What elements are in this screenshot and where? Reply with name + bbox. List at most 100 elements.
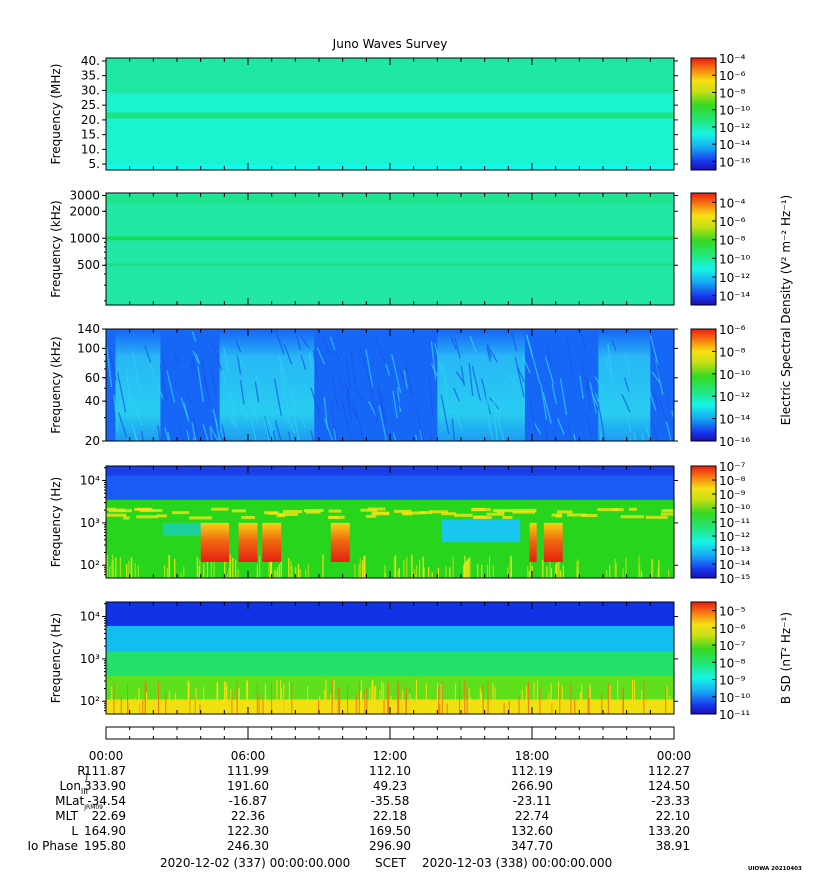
emission-patch: [515, 508, 537, 512]
emission-streak: [430, 363, 438, 376]
y-tick-label: 3000: [69, 189, 100, 203]
emission-streak: [652, 388, 660, 412]
emission-streak: [649, 335, 659, 365]
emission-streak: [135, 377, 144, 393]
y-tick-label: 10³: [80, 652, 100, 666]
time-tick-label: 00:00: [657, 749, 692, 763]
emission-patch: [360, 508, 378, 512]
emission-streak: [235, 340, 242, 353]
emission-streak: [522, 356, 531, 374]
colorbar-tick-label: 10⁻⁴: [719, 196, 746, 210]
colorbar-tick-label: 10⁻¹⁴: [719, 558, 750, 572]
ephemeris-label-subscript: JRM09: [83, 804, 103, 811]
emission-streak: [117, 412, 128, 438]
emission-streak: [666, 396, 671, 409]
emission-streak: [567, 421, 573, 441]
emission-streak: [312, 349, 319, 382]
spectrogram-image: [106, 602, 674, 714]
figure-title: Juno Waves Survey: [332, 37, 448, 51]
emission-streak: [308, 351, 314, 373]
ephemeris-value: 22.18: [373, 809, 407, 823]
emission-streak: [329, 336, 336, 351]
emission-patch: [660, 512, 674, 516]
time-tick-label: 12:00: [373, 749, 408, 763]
emission-patch: [441, 512, 457, 516]
emission-streak: [263, 417, 270, 441]
emission-streak: [557, 418, 565, 436]
y-tick-label: 15.: [81, 128, 100, 142]
ephemeris-value: 246.30: [227, 839, 269, 853]
emission-streak: [201, 361, 207, 389]
colorbar: 10⁻¹⁶ 10⁻¹⁴ 10⁻¹² 10⁻¹⁰ 10⁻⁸ 10⁻⁶: [690, 323, 750, 449]
emission-streak: [547, 343, 552, 368]
emission-streak: [274, 329, 285, 355]
y-tick-label: 10⁴: [80, 610, 100, 624]
emission-streak: [378, 405, 388, 441]
emission-streak: [649, 339, 660, 380]
ephemeris-value: 124.50: [648, 779, 690, 793]
ephemeris-value: 266.90: [511, 779, 553, 793]
emission-patch: [211, 507, 229, 511]
colorbar-tick-label: 10⁻⁹: [719, 674, 746, 688]
y-tick-label: 10²: [80, 694, 100, 708]
ephemeris-value: 112.19: [511, 764, 553, 778]
time-tick-label: 06:00: [231, 749, 266, 763]
emission-patch: [303, 508, 324, 512]
emission-streak: [212, 344, 223, 371]
ephemeris-value: -35.58: [371, 794, 410, 808]
emission-patch: [628, 507, 637, 511]
y-tick-label: 60: [85, 371, 100, 385]
colorbar-tick-label: 10⁻¹⁴: [719, 413, 750, 427]
emission-streak: [211, 369, 217, 396]
colorbar-tick-label: 10⁻¹⁶: [719, 435, 750, 449]
colorbar-tick-label: 10⁻¹¹: [719, 516, 750, 530]
emission-streak: [450, 336, 457, 350]
ephemeris-value: -34.54: [87, 794, 126, 808]
intense-emission-region: [262, 522, 282, 562]
emission-streak: [125, 368, 133, 408]
emission-band: [106, 112, 674, 119]
emission-streak: [492, 400, 502, 418]
emission-streak: [396, 387, 402, 413]
emission-patch: [496, 510, 505, 514]
emission-patch: [231, 509, 247, 513]
ephemeris-label: Io Phase: [27, 839, 78, 853]
emission-streak: [591, 392, 599, 407]
emission-streak: [209, 427, 213, 441]
emission-streak: [559, 378, 568, 415]
y-axis-label: Frequency (kHz): [49, 336, 63, 433]
colorbar: 10⁻¹⁴ 10⁻¹² 10⁻¹⁰ 10⁻⁸ 10⁻⁶ 10⁻⁴ Electric Spec…: [690, 192, 793, 425]
colorbar-tick-label: 10⁻¹²: [719, 390, 750, 404]
emission-patch: [106, 513, 127, 517]
emission-streak: [604, 356, 610, 372]
ephemeris-value: 22.10: [656, 809, 690, 823]
emission-streak: [202, 423, 209, 441]
emission-streak: [255, 375, 262, 399]
colorbar-tick-label: 10⁻¹⁰: [719, 502, 750, 516]
bright-emission-region: [115, 329, 161, 441]
emission-streak: [287, 388, 298, 410]
emission-band: [106, 236, 674, 241]
emission-streak: [416, 406, 424, 441]
emission-streak: [192, 350, 199, 364]
emission-streak: [469, 335, 477, 353]
emission-band: [106, 263, 674, 267]
emission-streak: [161, 379, 168, 401]
emission-streak: [280, 383, 290, 411]
emission-patch: [365, 514, 377, 518]
colorbar-tick-label: 10⁻⁸: [719, 345, 746, 359]
bright-emission-region: [598, 329, 651, 441]
colorbar-tick-label: 10⁻⁶: [719, 323, 746, 337]
y-axis-label: Frequency (Hz): [49, 477, 63, 568]
intense-emission-region: [238, 522, 258, 562]
ephemeris-value: 111.87: [84, 764, 126, 778]
ephemeris-value: 191.60: [227, 779, 269, 793]
footer-end-time: 2020-12-03 (338) 00:00:00.000: [422, 856, 613, 870]
footer-scet-label: SCET: [375, 856, 406, 870]
emission-streak: [624, 377, 630, 392]
emission-streak: [191, 422, 197, 441]
emission-streak: [190, 357, 199, 378]
emission-streak: [333, 428, 337, 441]
y-tick-label: 20: [85, 434, 100, 448]
emission-streak: [584, 410, 593, 438]
